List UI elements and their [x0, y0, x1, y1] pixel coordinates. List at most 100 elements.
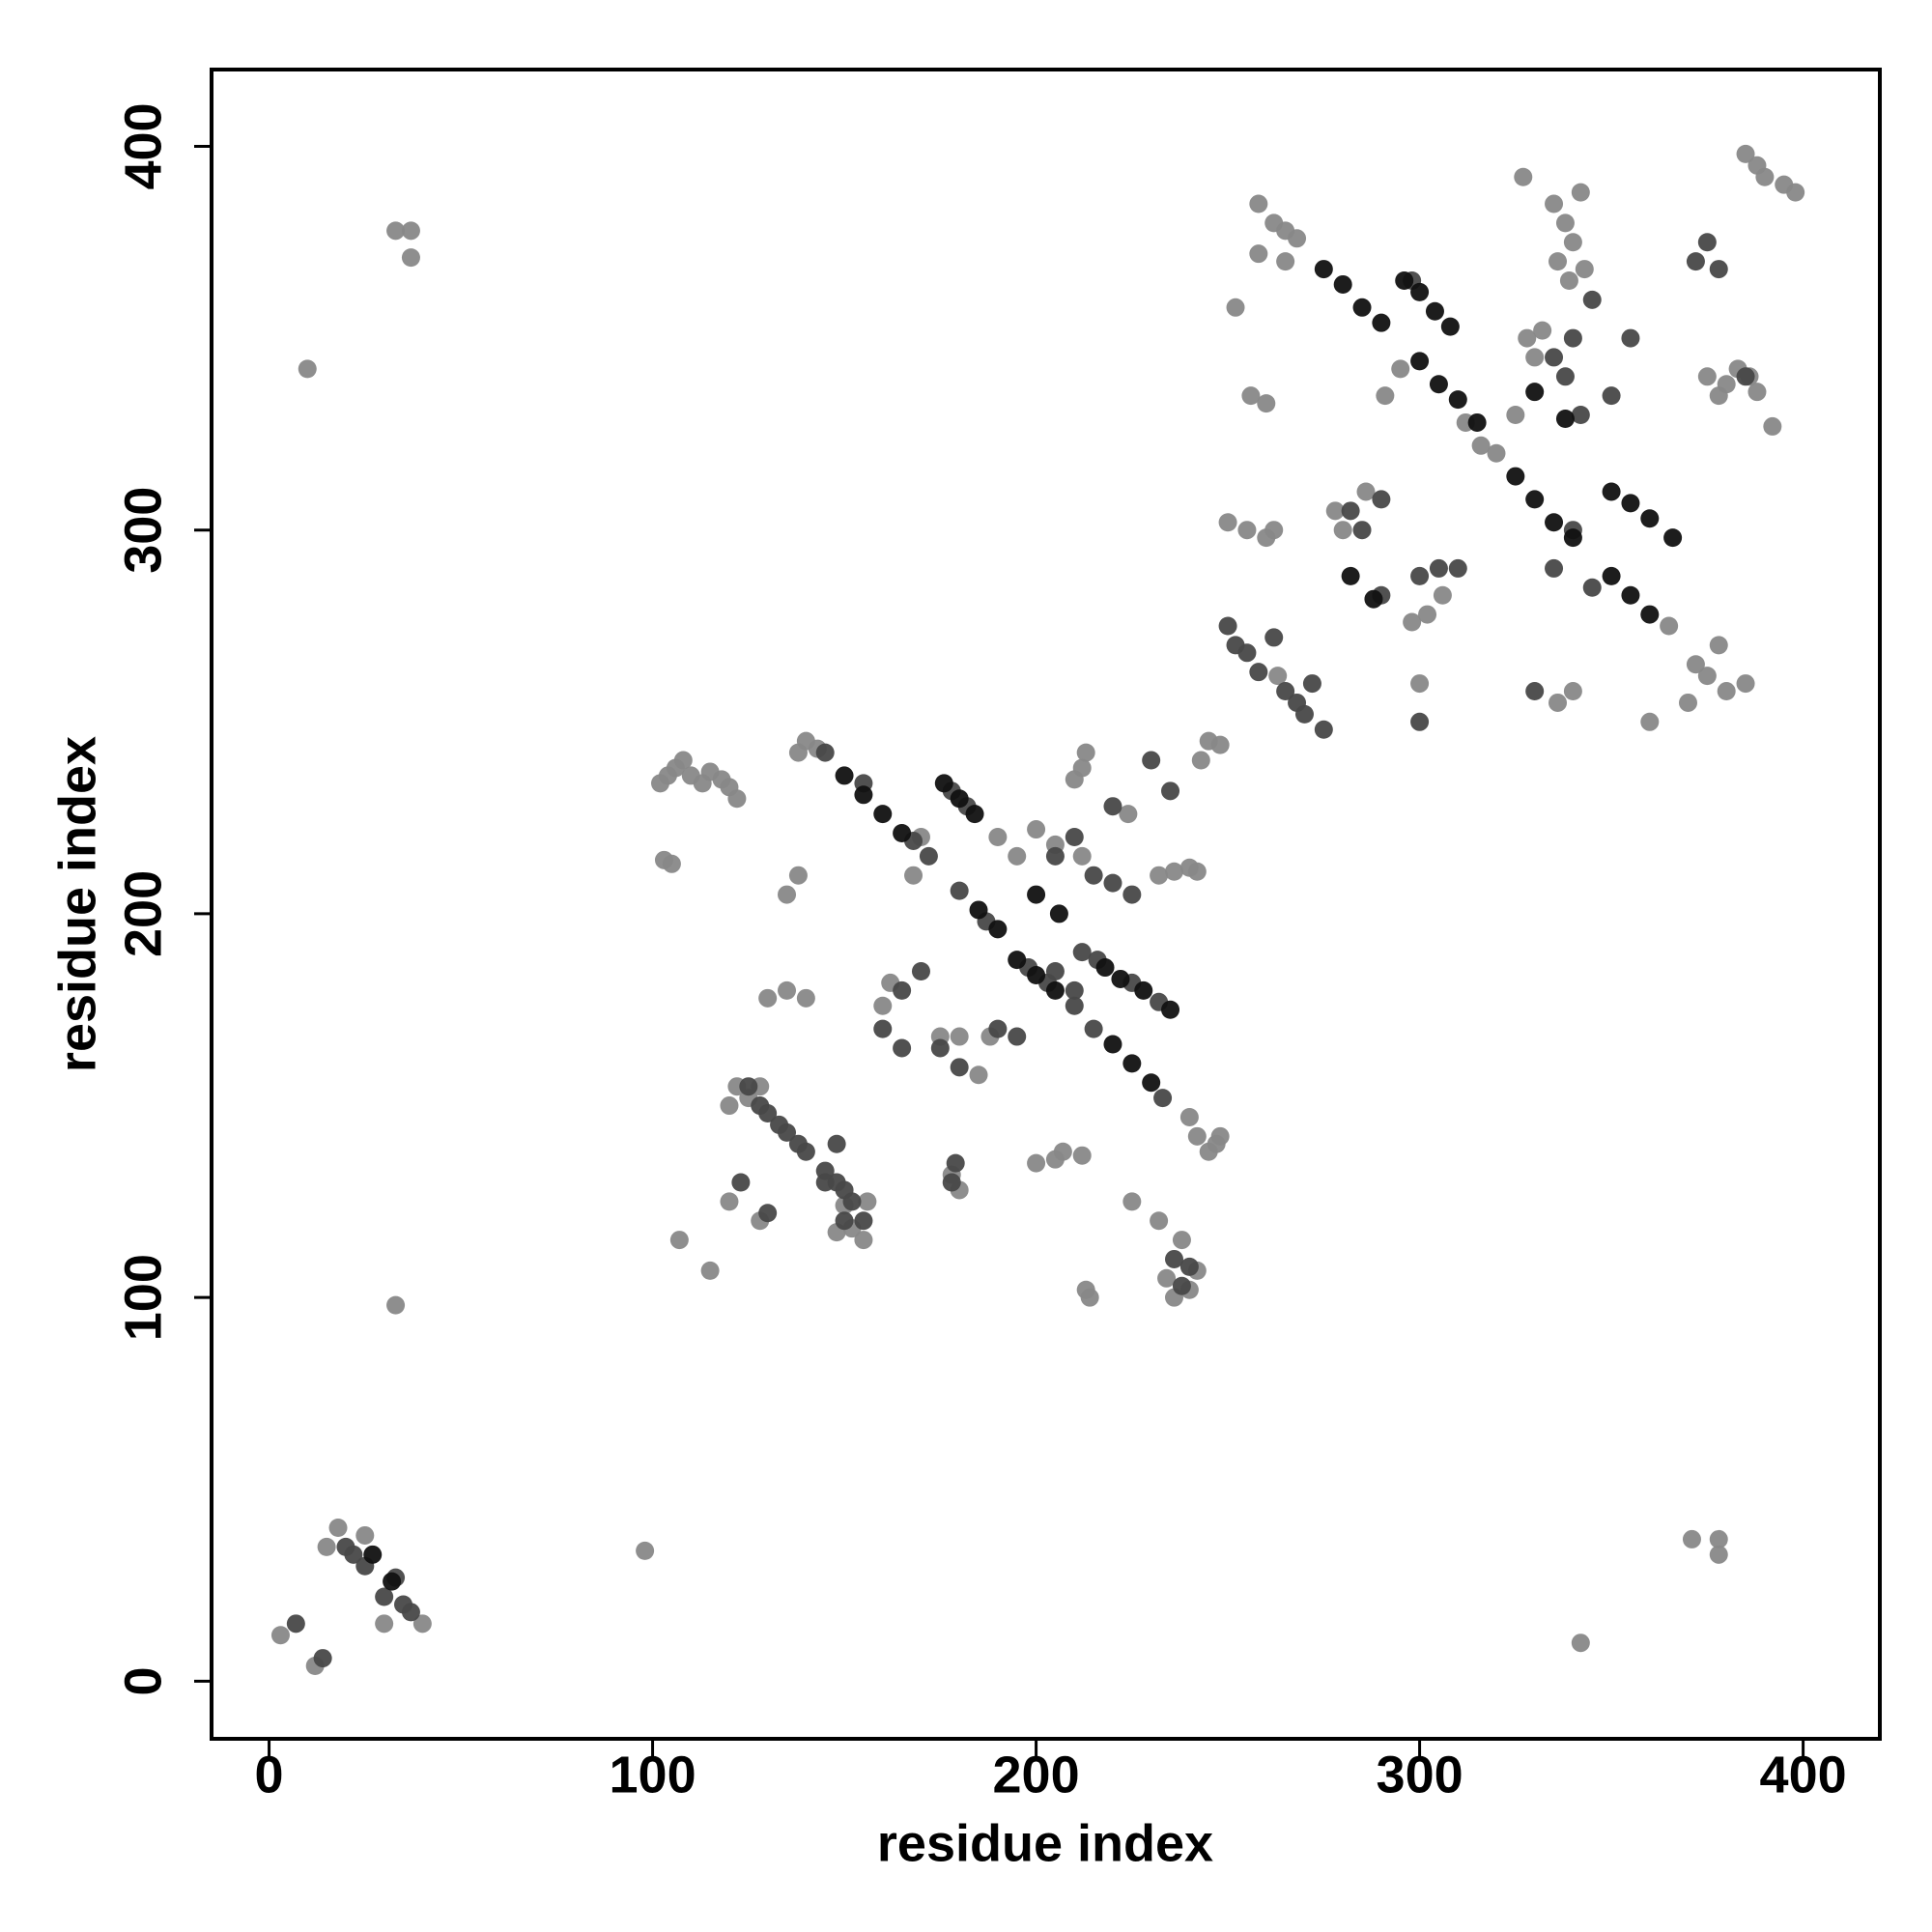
point	[969, 900, 988, 920]
point	[1333, 521, 1352, 540]
point	[758, 1103, 778, 1122]
point	[1372, 313, 1391, 332]
point	[1571, 183, 1590, 202]
point	[1514, 167, 1533, 186]
point	[815, 1173, 835, 1192]
point	[1268, 667, 1288, 686]
point	[1545, 194, 1564, 213]
point	[1187, 862, 1207, 881]
y-tick-label: 200	[114, 870, 172, 957]
point	[1559, 270, 1578, 290]
point	[1410, 566, 1430, 585]
point	[1602, 482, 1621, 501]
point	[1294, 704, 1314, 724]
point	[1555, 409, 1575, 428]
point	[1027, 1153, 1046, 1173]
y-tick-label: 300	[114, 487, 172, 574]
point	[1418, 605, 1437, 624]
x-tick-label: 0	[255, 1746, 284, 1804]
point	[950, 881, 969, 900]
x-axis-title: residue index	[877, 1814, 1213, 1872]
point	[1563, 233, 1582, 252]
point	[1153, 1089, 1173, 1108]
point	[1525, 383, 1545, 402]
point	[1045, 980, 1065, 1000]
point	[1709, 636, 1728, 655]
point	[1072, 1146, 1092, 1165]
point	[1621, 328, 1640, 348]
point	[1341, 566, 1360, 585]
point	[344, 1545, 363, 1564]
point	[1111, 969, 1130, 988]
x-tick-label: 400	[1760, 1746, 1847, 1804]
point	[854, 1211, 873, 1231]
point	[1142, 751, 1161, 770]
point	[1172, 1231, 1191, 1250]
point	[942, 1173, 961, 1192]
point	[1717, 682, 1736, 701]
point	[1084, 866, 1103, 885]
point	[1533, 321, 1552, 340]
point	[893, 980, 912, 1000]
point	[1027, 820, 1046, 839]
point	[1053, 1142, 1072, 1161]
point	[1288, 229, 1307, 248]
point	[815, 743, 835, 762]
point	[988, 920, 1008, 939]
point	[1122, 1054, 1142, 1073]
point	[1122, 885, 1142, 904]
point	[1697, 367, 1717, 386]
point	[1747, 383, 1767, 402]
point	[401, 248, 420, 268]
point	[1697, 667, 1717, 686]
point	[1027, 965, 1046, 984]
point	[1045, 962, 1065, 981]
point	[1582, 290, 1602, 309]
point	[1487, 443, 1506, 463]
point	[386, 221, 406, 241]
point	[1103, 1035, 1122, 1054]
point	[363, 1545, 383, 1564]
point	[1049, 904, 1068, 923]
point	[1179, 1257, 1199, 1276]
point	[1065, 980, 1084, 1000]
x-tick-label: 200	[993, 1746, 1080, 1804]
point	[1678, 693, 1697, 712]
point	[835, 1211, 854, 1231]
point	[919, 846, 938, 866]
point	[1563, 528, 1582, 548]
point	[1249, 244, 1268, 264]
point	[1621, 585, 1640, 605]
point	[328, 1519, 348, 1538]
point	[1161, 781, 1180, 801]
point	[286, 1614, 305, 1634]
point	[1372, 490, 1391, 509]
point	[1429, 558, 1448, 578]
point	[636, 1541, 655, 1560]
point	[1571, 406, 1590, 425]
point	[731, 1173, 751, 1192]
point	[1582, 578, 1602, 597]
point	[1237, 643, 1257, 663]
point	[1736, 367, 1755, 386]
point	[1709, 1545, 1728, 1564]
point	[1410, 282, 1430, 301]
point	[1525, 490, 1545, 509]
point	[1333, 274, 1352, 294]
point	[1095, 958, 1115, 978]
point	[1518, 328, 1537, 348]
point	[1440, 317, 1460, 336]
point	[1065, 827, 1084, 846]
point	[401, 1603, 420, 1622]
point	[1709, 1529, 1728, 1548]
point	[1164, 1249, 1183, 1268]
point	[1264, 521, 1284, 540]
point	[1571, 1634, 1590, 1653]
point	[1065, 770, 1084, 789]
point	[1545, 558, 1564, 578]
point	[1548, 693, 1568, 712]
point	[1602, 386, 1621, 406]
point	[1640, 712, 1660, 731]
point	[673, 751, 693, 770]
point	[1709, 260, 1728, 279]
